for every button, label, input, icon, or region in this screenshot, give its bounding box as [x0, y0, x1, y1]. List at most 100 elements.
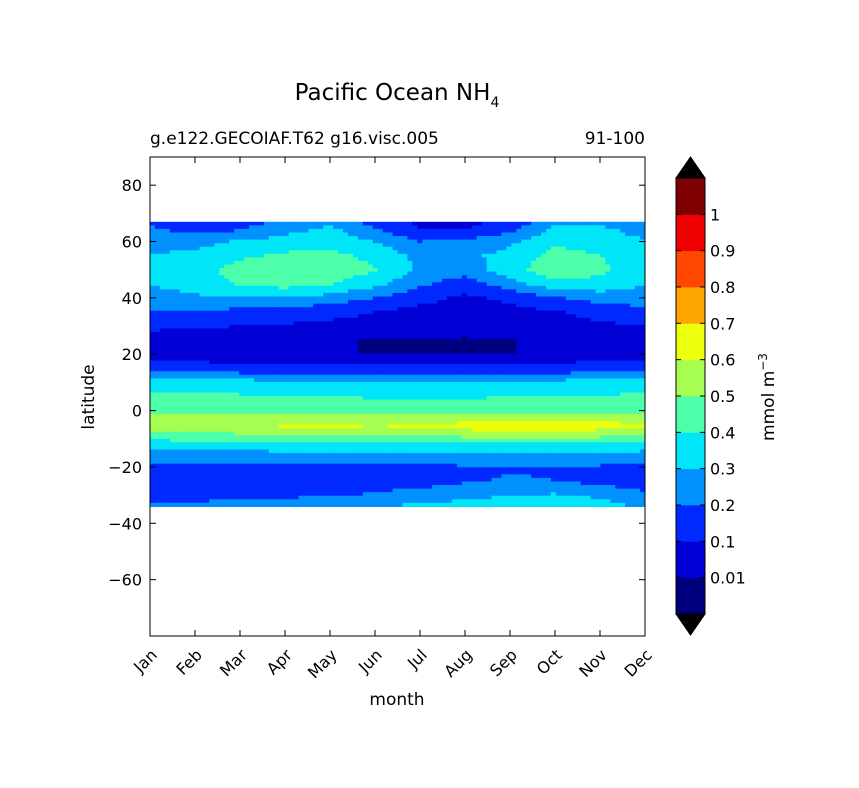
heatmap-cell — [362, 349, 369, 355]
heatmap-cell — [253, 246, 260, 251]
heatmap-cell — [595, 271, 602, 276]
heatmap-cell — [174, 275, 181, 280]
heatmap-cell — [362, 260, 369, 266]
heatmap-cell — [560, 374, 567, 379]
heatmap-cell — [481, 349, 488, 355]
heatmap-cell — [531, 239, 537, 244]
heatmap-cell — [625, 246, 631, 251]
heatmap-cell — [511, 328, 517, 333]
heatmap-cell — [313, 310, 319, 315]
heatmap-cell — [407, 346, 413, 351]
heatmap-cell — [501, 321, 507, 326]
heatmap-cell — [560, 314, 567, 319]
heatmap-cell — [437, 292, 443, 298]
heatmap-cell — [268, 268, 275, 273]
heatmap-cell — [456, 228, 463, 234]
heatmap-cell — [338, 392, 344, 397]
heatmap-cell — [580, 243, 587, 248]
heatmap-cell — [367, 296, 374, 301]
heatmap-cell — [442, 271, 448, 276]
heatmap-cell — [541, 300, 547, 305]
heatmap-cell — [382, 257, 389, 262]
heatmap-cell — [258, 275, 265, 280]
heatmap-cell — [476, 257, 483, 262]
heatmap-cell — [258, 278, 265, 283]
heatmap-cell — [506, 314, 512, 319]
heatmap-cell — [189, 374, 196, 379]
heatmap-cell — [511, 314, 517, 319]
heatmap-cell — [640, 289, 645, 294]
heatmap-cell — [338, 364, 344, 369]
heatmap-cell — [501, 250, 507, 255]
heatmap-cell — [367, 339, 374, 344]
heatmap-cell — [516, 332, 522, 337]
heatmap-cell — [352, 324, 359, 330]
heatmap-cell — [427, 232, 433, 237]
heatmap-cell — [343, 381, 349, 387]
heatmap-cell — [625, 228, 631, 234]
heatmap-cell — [397, 349, 404, 355]
heatmap-cell — [219, 239, 225, 244]
heatmap-cell — [179, 310, 186, 315]
heatmap-cell — [511, 339, 517, 344]
heatmap-cell — [397, 332, 404, 337]
heatmap-cell — [303, 296, 309, 301]
heatmap-cell — [357, 314, 364, 319]
heatmap-cell — [268, 303, 275, 308]
heatmap-cell — [471, 392, 478, 397]
heatmap-cell — [496, 239, 503, 244]
heatmap-cell — [348, 360, 354, 365]
heatmap-cell — [268, 253, 275, 258]
heatmap-cell — [511, 332, 517, 337]
heatmap-cell — [273, 246, 280, 251]
heatmap-cell — [372, 260, 379, 266]
heatmap-cell — [610, 271, 616, 276]
heatmap-cell — [372, 221, 379, 226]
heatmap-cell — [308, 292, 314, 298]
heatmap-cell — [278, 356, 285, 362]
heatmap-cell — [506, 300, 512, 305]
heatmap-cell — [570, 335, 577, 340]
heatmap-cell — [456, 360, 463, 365]
heatmap-cell — [258, 346, 265, 351]
heatmap-cell — [229, 385, 235, 390]
heatmap-cell — [382, 285, 389, 290]
heatmap-cell — [333, 396, 339, 401]
heatmap-cell — [357, 332, 364, 337]
heatmap-cell — [432, 264, 438, 269]
heatmap-cell — [367, 228, 374, 234]
heatmap-cell — [550, 360, 557, 365]
heatmap-cell — [620, 307, 626, 312]
heatmap-cell — [189, 303, 196, 308]
heatmap-cell — [229, 328, 235, 333]
heatmap-cell — [570, 367, 577, 372]
heatmap-cell — [154, 346, 161, 351]
heatmap-cell — [397, 289, 404, 294]
heatmap-cell — [372, 307, 379, 312]
heatmap-cell — [625, 378, 631, 383]
heatmap-cell — [199, 232, 206, 237]
heatmap-cell — [293, 278, 300, 283]
heatmap-cell — [541, 296, 547, 301]
heatmap-cell — [154, 364, 161, 369]
heatmap-cell — [536, 396, 542, 401]
heatmap-cell — [590, 339, 597, 344]
heatmap-cell — [367, 246, 374, 251]
heatmap-cell — [442, 342, 448, 347]
heatmap-cell — [179, 292, 186, 298]
heatmap-cell — [239, 307, 245, 312]
heatmap-cell — [333, 346, 339, 351]
heatmap-cell — [224, 225, 230, 230]
heatmap-cell — [456, 278, 463, 283]
heatmap-cell — [244, 228, 250, 234]
heatmap-cell — [526, 321, 532, 326]
heatmap-cell — [249, 239, 255, 244]
heatmap-cell — [377, 349, 384, 355]
heatmap-cell — [640, 339, 645, 344]
heatmap-cell — [244, 314, 250, 319]
heatmap-cell — [432, 353, 438, 358]
heatmap-cell — [244, 378, 250, 383]
heatmap-cell — [387, 371, 394, 376]
heatmap-cell — [575, 300, 582, 305]
heatmap-cell — [328, 257, 334, 262]
